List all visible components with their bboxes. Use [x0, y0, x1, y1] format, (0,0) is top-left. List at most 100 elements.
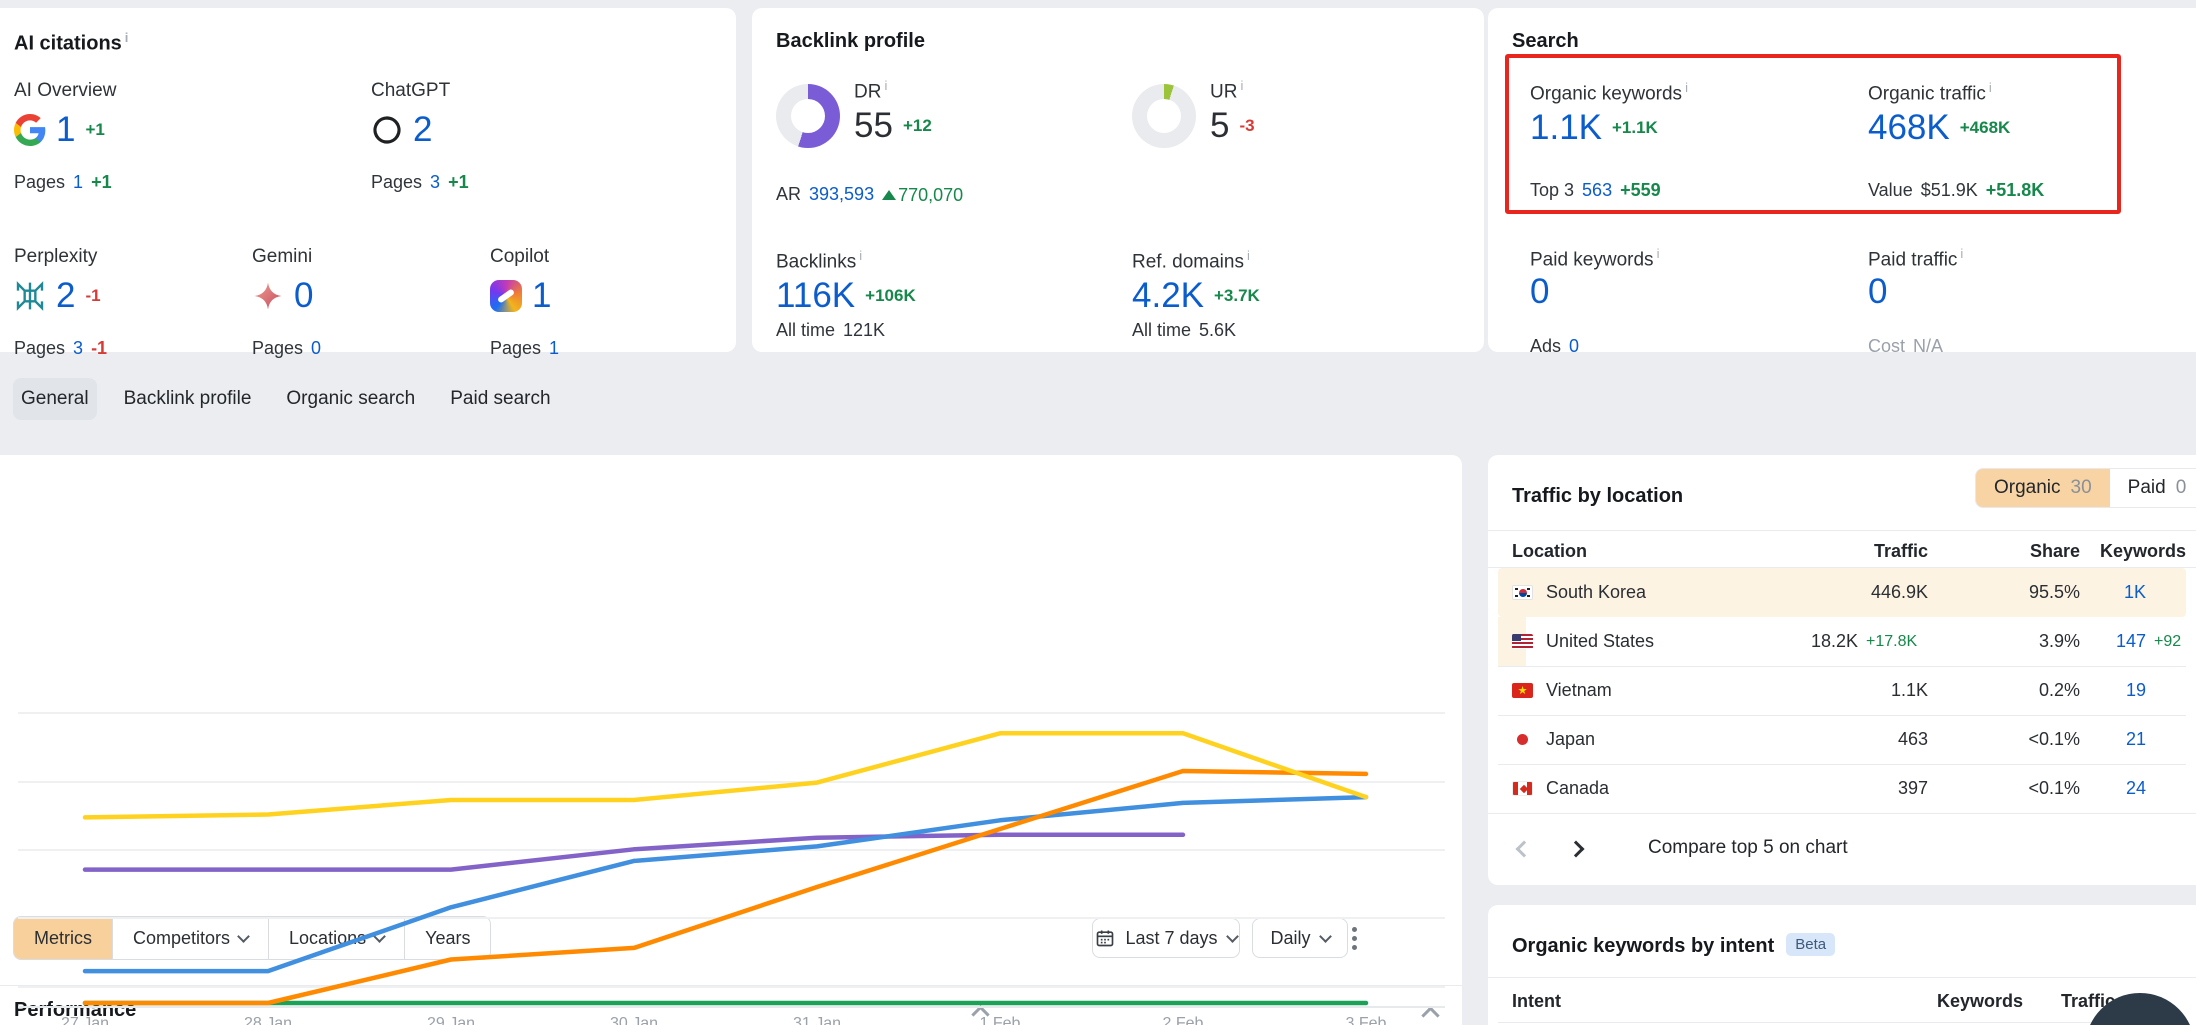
pages-count[interactable]: 3 — [430, 172, 441, 192]
competitors-filter-button[interactable]: Competitors — [113, 917, 270, 959]
top3-value[interactable]: 563 — [1582, 180, 1613, 200]
info-icon[interactable]: i — [1246, 248, 1250, 263]
dr-value: 55 — [854, 106, 893, 145]
info-icon[interactable]: i — [1240, 78, 1244, 93]
info-icon[interactable]: i — [1988, 80, 1992, 95]
info-icon[interactable]: i — [1685, 80, 1688, 95]
backlinks-alltime: All time 121K — [776, 320, 885, 341]
filter-group: Metrics Competitors Locations Years — [13, 916, 492, 960]
location-name: Japan — [1546, 729, 1596, 749]
share-value: <0.1% — [2028, 778, 2080, 798]
organic-keywords-value-row: 1.1K +1.1K — [1530, 108, 1658, 148]
compare-top5-link[interactable]: Compare top 5 on chart — [1648, 837, 1848, 858]
keywords-link[interactable]: 19 — [2125, 680, 2146, 700]
ur-value: 5 — [1210, 106, 1230, 145]
pages-line: Pages 1 — [490, 338, 559, 359]
pages-count[interactable]: 3 — [73, 338, 84, 358]
ur-label-text: UR — [1210, 81, 1238, 103]
tab-general[interactable]: General — [13, 378, 97, 420]
citations-count: 1 — [532, 276, 552, 315]
table-row-south-korea[interactable]: South Korea 446.9K 95.5% 1K — [1498, 568, 2186, 617]
paid-keywords-value: 0 — [1530, 272, 1550, 311]
granularity-button[interactable]: Daily — [1252, 918, 1348, 958]
toggle-paid[interactable]: Paid 0 — [2109, 469, 2196, 507]
more-options-button[interactable] — [1348, 923, 1361, 954]
table-row-japan[interactable]: Japan 463 <0.1% 21 — [1498, 715, 2186, 764]
organic-keywords-value[interactable]: 1.1K — [1530, 108, 1602, 147]
ar-line: AR 393,593 770,070 — [776, 184, 963, 206]
value-line: Value $51.9K +51.8K — [1868, 180, 2044, 201]
pagination-next-icon[interactable] — [1567, 840, 1585, 858]
value-delta: +51.8K — [1985, 180, 2045, 200]
ref-domains-value[interactable]: 4.2K — [1132, 276, 1204, 315]
toggle-organic-label: Organic — [1994, 477, 2061, 498]
ai-citations-title: AI citations — [14, 32, 122, 55]
performance-card: Metrics Competitors Locations Years L — [0, 455, 1462, 1025]
info-icon[interactable]: i — [859, 248, 863, 263]
column-header-share: Share — [2029, 541, 2080, 561]
keywords-link[interactable]: 21 — [2125, 729, 2146, 749]
citations-count: 2 — [413, 110, 433, 149]
provider-value-row: 2 -1 — [14, 276, 101, 316]
column-header-intent: Intent — [1512, 991, 1561, 1011]
pages-count[interactable]: 0 — [311, 338, 322, 358]
google-icon — [14, 114, 46, 146]
table-row-united-states[interactable]: United States 18.2K +17.8K 3.9% 147 +92 — [1498, 617, 2186, 666]
top3-line: Top 3 563 +559 — [1530, 180, 1661, 201]
pages-label: Pages — [252, 338, 304, 358]
ref-domains-delta: +3.7K — [1214, 286, 1260, 305]
tab-paid-search[interactable]: Paid search — [450, 388, 551, 409]
search-panel: Search Organic keywords i 1.1K +1.1K Top … — [1488, 8, 2196, 356]
overview-tabbar: General Backlink profile Organic search … — [13, 378, 559, 420]
paid-keywords-label-text: Paid keywords — [1530, 249, 1654, 271]
chart-line-domain-rating — [82, 832, 1186, 872]
svg-text:3 Feb: 3 Feb — [1346, 1015, 1387, 1025]
traffic-by-location-title: Traffic by location — [1512, 485, 1684, 507]
keywords-link[interactable]: 147 — [2115, 631, 2146, 651]
pages-count[interactable]: 1 — [549, 338, 560, 358]
ur-label: UR i — [1210, 78, 1243, 103]
pages-label: Pages — [14, 338, 66, 358]
keywords-link[interactable]: 1K — [2123, 582, 2146, 602]
toggle-organic-count: 30 — [2070, 477, 2092, 498]
ads-value[interactable]: 0 — [1569, 336, 1580, 356]
metrics-filter-button[interactable]: Metrics — [14, 917, 113, 959]
divider — [0, 985, 1462, 986]
backlink-profile-title: Backlink profile — [776, 30, 925, 52]
info-icon[interactable]: i — [1656, 246, 1660, 261]
citations-count: 0 — [294, 276, 314, 315]
pages-line: Pages 3 +1 — [371, 172, 469, 193]
toggle-paid-count: 0 — [2175, 477, 2187, 498]
table-row-vietnam[interactable]: ★ Vietnam 1.1K 0.2% 19 — [1498, 666, 2186, 715]
organic-traffic-value[interactable]: 468K — [1868, 108, 1950, 147]
performance-line-chart[interactable]: 27 Jan 28 Jan 29 Jan 30 Jan 31 Jan 1 Feb 2 Feb… — [0, 660, 1460, 1025]
ref-domains-value-row: 4.2K +3.7K — [1132, 276, 1260, 316]
value-label: Value — [1868, 180, 1913, 200]
info-icon[interactable]: i — [884, 78, 888, 93]
pages-count[interactable]: 1 — [73, 172, 84, 192]
provider-label: Gemini — [252, 246, 313, 267]
pagination-prev-icon[interactable] — [1515, 840, 1533, 858]
toggle-organic[interactable]: Organic 30 — [1976, 469, 2110, 507]
keywords-link[interactable]: 24 — [2125, 778, 2146, 798]
backlinks-value[interactable]: 116K — [776, 276, 856, 315]
ar-value[interactable]: 393,593 — [809, 184, 875, 204]
tab-backlink-profile[interactable]: Backlink profile — [123, 388, 252, 409]
dr-label-text: DR — [854, 81, 882, 103]
date-range-button[interactable]: Last 7 days — [1092, 918, 1240, 958]
paid-traffic-label-text: Paid traffic — [1868, 249, 1958, 271]
info-icon[interactable]: i — [1960, 246, 1964, 261]
svg-text:30 Jan: 30 Jan — [610, 1015, 658, 1025]
years-filter-button[interactable]: Years — [405, 917, 490, 959]
info-icon[interactable]: i — [124, 30, 129, 45]
svg-text:29 Jan: 29 Jan — [427, 1015, 475, 1025]
ads-line: Ads 0 — [1530, 336, 1579, 357]
column-header-keywords: Keywords — [1936, 991, 2023, 1011]
flag-united-states-icon — [1512, 634, 1533, 649]
ref-domains-label-text: Ref. domains — [1132, 251, 1244, 273]
chart-line-organic-pages — [82, 731, 1369, 820]
column-header-location: Location — [1512, 541, 1587, 561]
table-row-canada[interactable]: Canada 397 <0.1% 24 — [1498, 764, 2186, 813]
tab-organic-search[interactable]: Organic search — [286, 388, 416, 409]
organic-keywords-label: Organic keywords i — [1530, 80, 1688, 105]
